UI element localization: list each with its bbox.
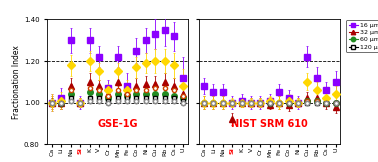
Y-axis label: Fractionation Index: Fractionation Index (12, 45, 21, 119)
Text: GSE-1G: GSE-1G (98, 119, 138, 129)
Legend: 16 μm, 32 μm, 60 μm, 120 μm, 24 μm, 44 μm, 90 μm, 160 μm: 16 μm, 32 μm, 60 μm, 120 μm, 24 μm, 44 μ… (346, 20, 378, 52)
Text: NIST SRM 610: NIST SRM 610 (231, 119, 308, 129)
